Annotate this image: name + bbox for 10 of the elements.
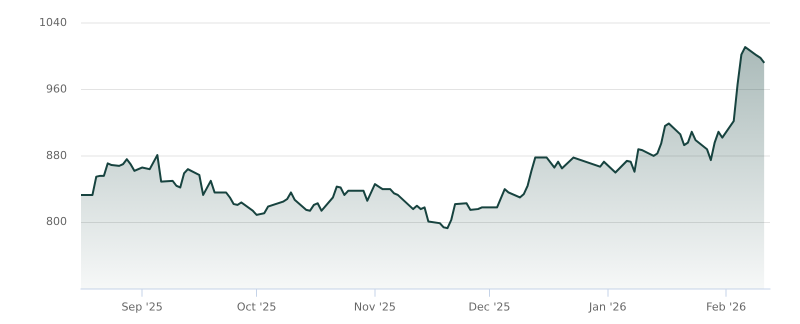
- x-tick-label: Feb '26: [706, 300, 746, 314]
- y-tick-label: 800: [46, 215, 67, 228]
- x-tick-label: Nov '25: [354, 300, 396, 314]
- x-tick-label: Oct '25: [236, 300, 276, 314]
- y-tick-label: 880: [46, 148, 67, 162]
- x-tick-label: Sep '25: [121, 300, 163, 314]
- y-tick-label: 1040: [39, 16, 67, 29]
- x-tick-label: Jan '26: [588, 300, 627, 314]
- y-tick-label: 960: [46, 82, 67, 96]
- x-tick-label: Dec '25: [468, 300, 510, 314]
